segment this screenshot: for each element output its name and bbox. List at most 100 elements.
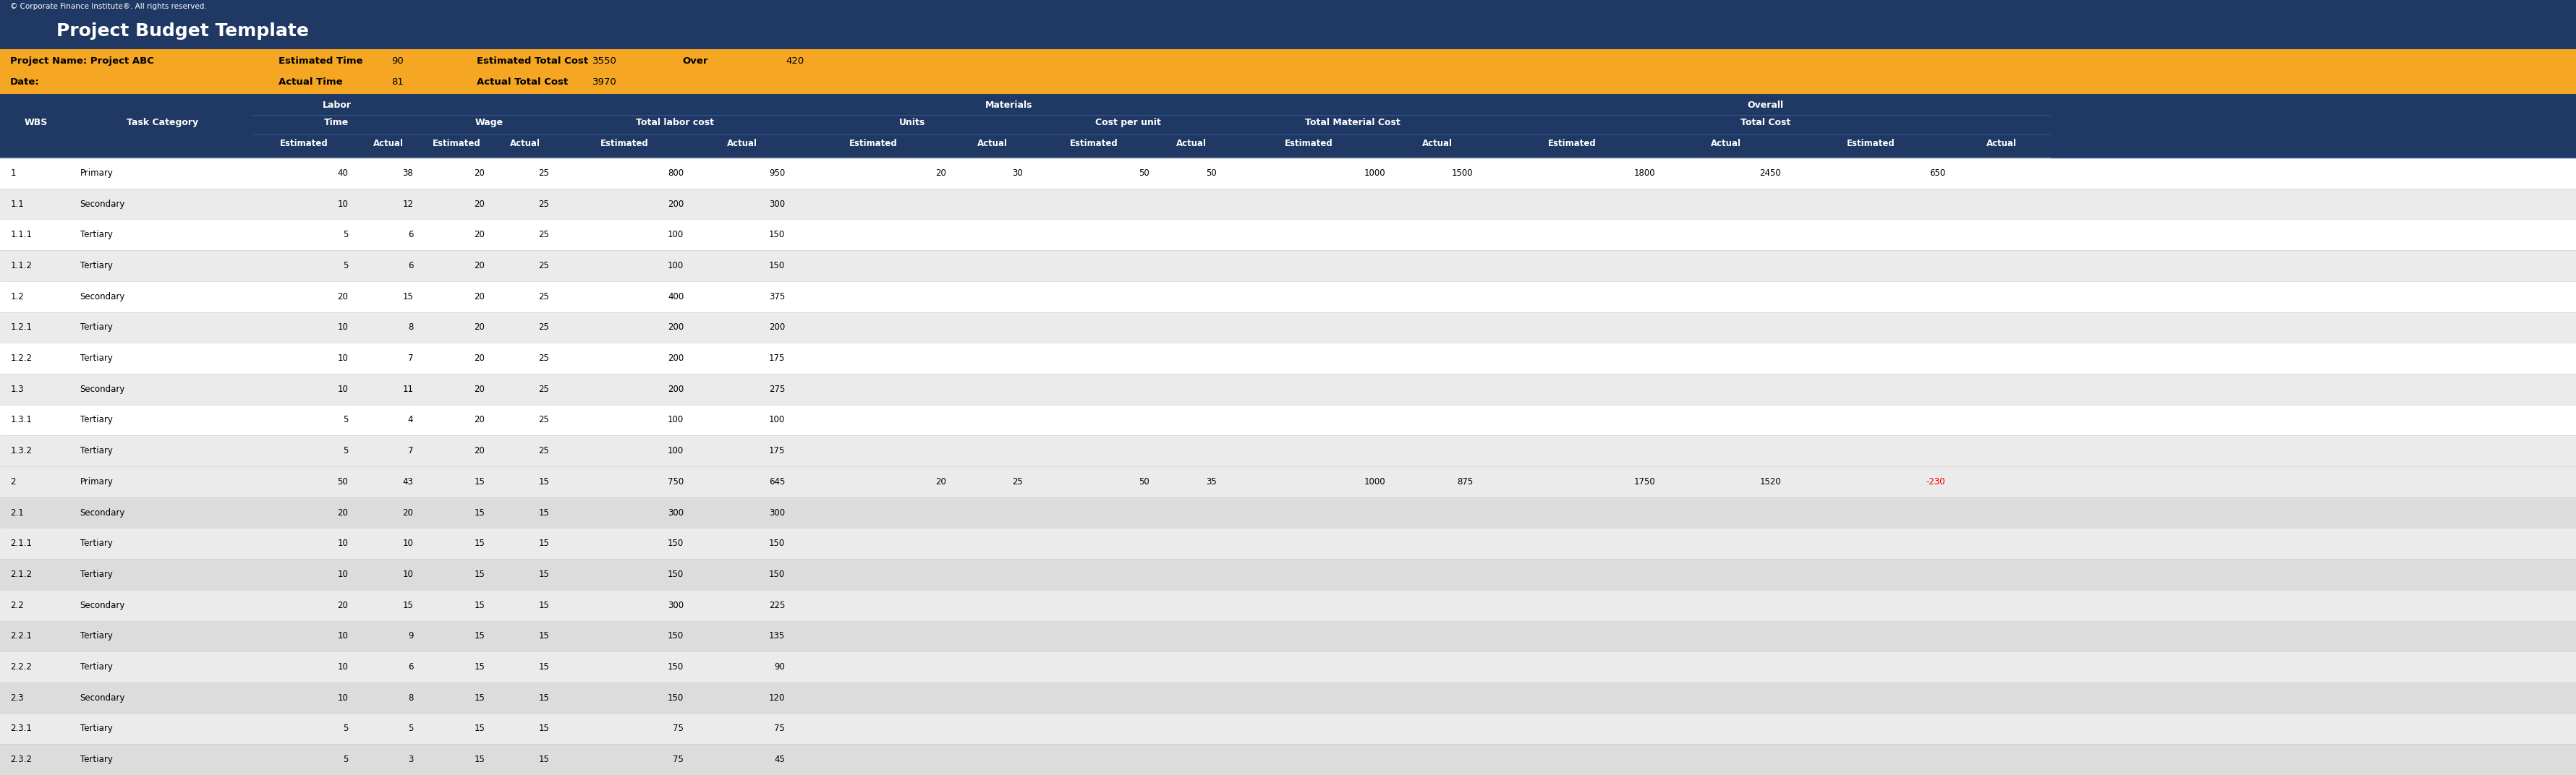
Text: 950: 950 [770,168,786,177]
Text: 300: 300 [770,199,786,208]
Text: Secondary: Secondary [80,508,126,517]
Text: 650: 650 [1929,168,1945,177]
Text: 15: 15 [474,724,484,733]
Text: 30: 30 [1012,168,1023,177]
Text: 20: 20 [474,168,484,177]
Text: 1.1.2: 1.1.2 [10,261,31,270]
Text: 8: 8 [407,322,412,332]
Text: -230: -230 [1927,477,1945,487]
Text: 2.3: 2.3 [10,693,23,702]
Text: 8: 8 [407,693,412,702]
Text: 20: 20 [402,508,412,517]
Text: Tertiary: Tertiary [80,446,113,456]
Bar [0,94,2576,157]
Text: Actual Total Cost: Actual Total Cost [477,78,567,87]
Text: Estimated Total Cost: Estimated Total Cost [477,57,587,66]
Text: 150: 150 [667,570,683,579]
Text: 200: 200 [667,353,683,363]
Text: Task Category: Task Category [126,118,198,127]
Text: 25: 25 [538,446,549,456]
Text: Over: Over [683,57,708,66]
Text: Units: Units [899,118,925,127]
Text: 7: 7 [407,446,412,456]
Text: 150: 150 [667,693,683,702]
Bar [0,559,2576,590]
Text: 15: 15 [538,601,549,610]
Text: 150: 150 [667,539,683,548]
Text: Estimated Time: Estimated Time [278,57,363,66]
Text: 5: 5 [343,230,348,239]
Text: Estimated: Estimated [1285,139,1334,148]
Text: 100: 100 [667,261,683,270]
Text: 15: 15 [474,539,484,548]
Text: 1.1: 1.1 [10,199,23,208]
Text: Project Budget Template: Project Budget Template [57,22,309,40]
Text: Tertiary: Tertiary [80,724,113,733]
Bar [0,436,2576,467]
Text: 750: 750 [667,477,683,487]
Text: 875: 875 [1458,477,1473,487]
Bar [0,713,2576,744]
Text: 1800: 1800 [1633,168,1656,177]
Text: Secondary: Secondary [80,292,126,301]
Text: 150: 150 [667,663,683,672]
Bar [0,343,2576,374]
Text: 20: 20 [935,477,945,487]
Text: Actual: Actual [1710,139,1741,148]
Text: 20: 20 [935,168,945,177]
Text: Tertiary: Tertiary [80,632,113,641]
Text: 2.2: 2.2 [10,601,23,610]
Text: 10: 10 [337,199,348,208]
Text: 800: 800 [667,168,683,177]
Text: 300: 300 [667,601,683,610]
Text: Secondary: Secondary [80,601,126,610]
Bar [0,405,2576,436]
Text: 300: 300 [770,508,786,517]
Text: 40: 40 [337,168,348,177]
Text: 12: 12 [402,199,412,208]
Text: Secondary: Secondary [80,693,126,702]
Text: 4: 4 [407,415,412,425]
Text: Actual: Actual [510,139,541,148]
Text: WBS: WBS [26,118,49,127]
Text: 5: 5 [343,724,348,733]
Text: 15: 15 [538,724,549,733]
Text: 100: 100 [770,415,786,425]
Text: Estimated: Estimated [1548,139,1597,148]
Text: 15: 15 [474,663,484,672]
Text: 20: 20 [474,292,484,301]
Text: 10: 10 [337,693,348,702]
Text: 1: 1 [10,168,15,177]
Bar [0,683,2576,713]
Text: 25: 25 [538,199,549,208]
Text: 75: 75 [775,724,786,733]
Text: Tertiary: Tertiary [80,322,113,332]
Text: 120: 120 [768,693,786,702]
Text: 15: 15 [474,508,484,517]
Text: 20: 20 [474,384,484,394]
Text: 5: 5 [343,755,348,764]
Text: 1.2.2: 1.2.2 [10,353,31,363]
Text: 9: 9 [407,632,412,641]
Text: 15: 15 [538,693,549,702]
Text: 50: 50 [337,477,348,487]
Bar [0,157,2576,188]
Text: 50: 50 [1206,168,1216,177]
Text: 175: 175 [768,353,786,363]
Text: 7: 7 [407,353,412,363]
Text: Primary: Primary [80,168,113,177]
Text: Overall: Overall [1747,101,1783,110]
Text: 1.1.1: 1.1.1 [10,230,31,239]
Text: 20: 20 [337,292,348,301]
Text: 135: 135 [770,632,786,641]
Text: 1500: 1500 [1453,168,1473,177]
Text: 10: 10 [337,384,348,394]
Text: 645: 645 [768,477,786,487]
Text: 75: 75 [672,724,683,733]
Text: 200: 200 [667,322,683,332]
Text: Estimated: Estimated [281,139,327,148]
Text: 6: 6 [407,663,412,672]
Text: 15: 15 [538,570,549,579]
Text: Tertiary: Tertiary [80,539,113,548]
Text: 150: 150 [770,230,786,239]
